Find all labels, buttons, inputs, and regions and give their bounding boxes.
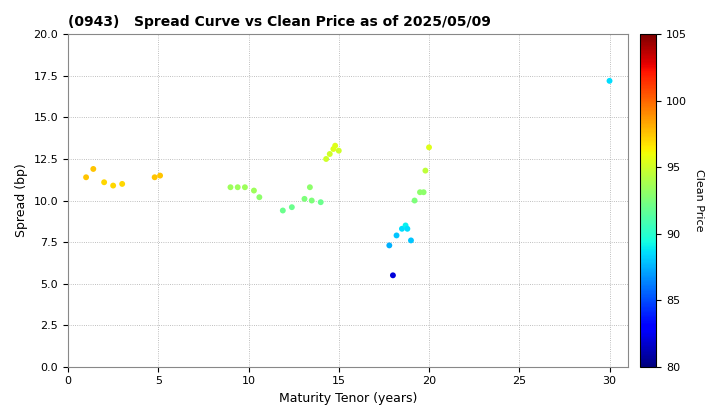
- Point: [81, 174, 92, 181]
- Point: [107, 182, 119, 189]
- X-axis label: Maturity Tenor (years): Maturity Tenor (years): [279, 392, 417, 405]
- Text: (0943)   Spread Curve vs Clean Price as of 2025/05/09: (0943) Spread Curve vs Clean Price as of…: [68, 15, 491, 29]
- Point: [400, 222, 411, 229]
- Point: [99, 179, 110, 186]
- Point: [277, 207, 289, 214]
- Point: [330, 142, 341, 149]
- Point: [253, 194, 265, 201]
- Point: [88, 165, 99, 172]
- Point: [409, 197, 420, 204]
- Point: [306, 197, 318, 204]
- Point: [396, 226, 408, 232]
- Y-axis label: Clean Price: Clean Price: [693, 169, 703, 232]
- Point: [154, 172, 166, 179]
- Point: [423, 144, 435, 151]
- Point: [320, 156, 332, 163]
- Point: [333, 147, 345, 154]
- Point: [418, 189, 429, 196]
- Point: [315, 199, 326, 205]
- Point: [248, 187, 260, 194]
- Point: [225, 184, 236, 191]
- Point: [387, 272, 399, 279]
- Point: [299, 195, 310, 202]
- Point: [414, 189, 426, 196]
- Point: [402, 226, 413, 232]
- Point: [384, 242, 395, 249]
- Point: [324, 151, 336, 158]
- Point: [117, 181, 128, 187]
- Point: [286, 204, 297, 210]
- Point: [304, 184, 315, 191]
- Point: [405, 237, 417, 244]
- Y-axis label: Spread (bp): Spread (bp): [15, 164, 28, 237]
- Point: [232, 184, 243, 191]
- Point: [239, 184, 251, 191]
- Point: [604, 78, 616, 84]
- Point: [328, 146, 339, 152]
- Point: [420, 167, 431, 174]
- Point: [391, 232, 402, 239]
- Point: [149, 174, 161, 181]
